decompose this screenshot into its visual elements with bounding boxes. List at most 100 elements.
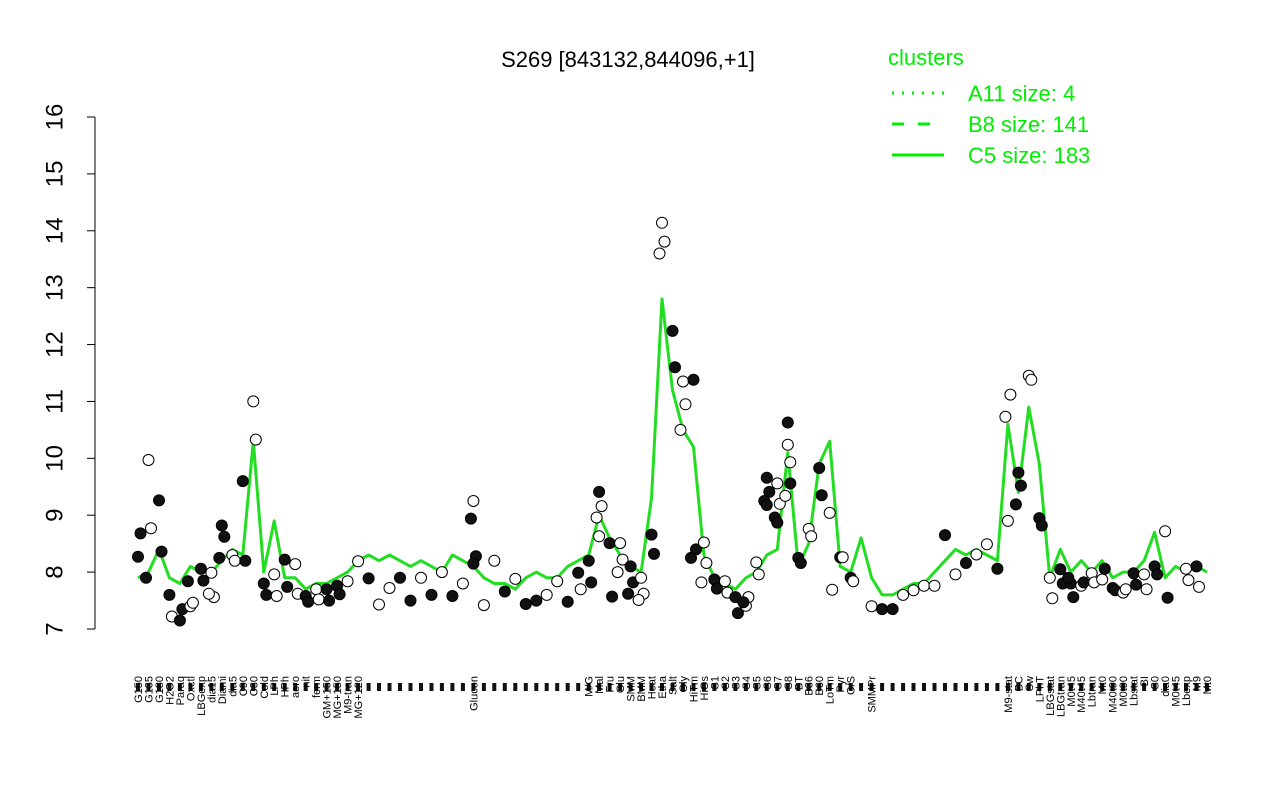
data-point <box>239 554 252 567</box>
rug-mark <box>722 683 727 691</box>
data-point <box>616 553 629 566</box>
data-point <box>897 588 910 601</box>
rug-marks <box>136 683 1209 691</box>
data-point <box>435 566 448 579</box>
x-tick-label: BMM <box>636 676 648 702</box>
data-point <box>679 398 692 411</box>
data-point <box>635 571 648 584</box>
rug-mark <box>366 683 371 691</box>
legend-label: B8 size: 141 <box>968 112 1089 137</box>
data-point <box>606 590 619 603</box>
rug-mark <box>1184 683 1188 691</box>
x-tick-label: BC <box>1013 676 1025 691</box>
rug-mark <box>481 683 486 691</box>
legend-label: A11 size: 4 <box>968 81 1075 106</box>
data-point <box>737 596 750 609</box>
data-point <box>614 537 627 550</box>
rug-mark <box>261 683 266 691</box>
rug-mark <box>775 683 780 691</box>
data-point <box>1193 580 1205 593</box>
x-tick-label: MG+120 <box>353 676 365 719</box>
rug-mark <box>345 683 350 691</box>
data-point <box>1043 571 1056 584</box>
y-tick-label: 9 <box>42 509 69 522</box>
data-point <box>666 324 679 337</box>
rug-mark <box>1058 683 1063 691</box>
x-tick-label: LBGtran <box>1055 676 1067 717</box>
x-tick-label: LoTm <box>825 676 837 704</box>
x-tick-label: H2O2 <box>164 676 176 705</box>
data-point <box>794 557 807 569</box>
data-point <box>477 599 490 612</box>
rug-mark <box>607 683 612 691</box>
rug-mark <box>439 683 444 691</box>
x-tick-label: S4 <box>741 676 753 689</box>
rug-mark <box>681 683 685 691</box>
data-point <box>1054 563 1067 576</box>
data-point <box>658 235 671 248</box>
data-point <box>163 588 176 601</box>
x-tick-label: M9-stat <box>1003 676 1015 713</box>
x-tick-label: G135 <box>143 676 155 703</box>
rug-mark <box>701 683 706 691</box>
data-point <box>509 572 522 585</box>
rug-mark <box>177 683 182 691</box>
series-line <box>137 297 1208 597</box>
rug-mark <box>1047 683 1052 691</box>
data-point <box>624 560 637 573</box>
rug-mark <box>513 683 518 691</box>
data-point <box>1190 560 1203 573</box>
data-point <box>1025 373 1038 386</box>
rug-mark <box>219 683 224 691</box>
rug-mark <box>429 683 434 691</box>
data-point <box>760 471 773 484</box>
rug-mark <box>817 683 822 691</box>
data-point <box>865 600 878 613</box>
rug-mark <box>387 683 392 691</box>
data-point <box>181 575 194 588</box>
rug-mark <box>1163 683 1168 691</box>
data-point <box>268 568 281 581</box>
rug-mark <box>764 683 769 691</box>
rug-mark <box>806 683 811 691</box>
rug-mark <box>1173 683 1178 691</box>
rug-mark <box>785 683 790 691</box>
data-point <box>656 216 668 229</box>
data-point <box>467 495 480 507</box>
x-tick-label: Paraq <box>175 676 187 705</box>
rug-mark <box>1205 683 1209 691</box>
rug-mark <box>1110 683 1115 691</box>
data-point <box>186 596 199 609</box>
rug-mark <box>565 683 570 691</box>
data-point <box>980 538 993 551</box>
data-point <box>197 574 210 587</box>
data-point <box>1035 519 1048 532</box>
y-tick-label: 15 <box>42 161 69 188</box>
data-point <box>134 527 147 540</box>
data-point <box>648 547 660 560</box>
rug-mark <box>1079 683 1084 691</box>
data-point <box>763 485 776 498</box>
data-point <box>383 582 396 594</box>
x-tick-label: BT <box>793 676 805 690</box>
x-tick-label: dia5 <box>227 676 239 697</box>
data-point <box>1151 568 1164 581</box>
data-point <box>991 562 1004 575</box>
x-tick-label: dia0 <box>1160 676 1172 697</box>
data-point <box>928 579 941 592</box>
data-point <box>700 557 713 569</box>
x-tick-label: G/S <box>846 676 858 695</box>
data-point <box>289 558 302 571</box>
rug-mark <box>272 683 277 691</box>
rug-mark <box>618 683 623 691</box>
data-point <box>194 562 207 575</box>
data-point <box>236 475 249 488</box>
x-tick-label: S7 <box>772 676 784 689</box>
chart-title: S269 [843132,844096,+1] <box>501 47 755 72</box>
x-tick-label: aero <box>290 676 302 698</box>
data-point <box>886 603 899 616</box>
data-point <box>815 489 828 502</box>
data-point <box>352 555 365 568</box>
rug-mark <box>282 683 287 691</box>
data-point <box>784 477 797 490</box>
